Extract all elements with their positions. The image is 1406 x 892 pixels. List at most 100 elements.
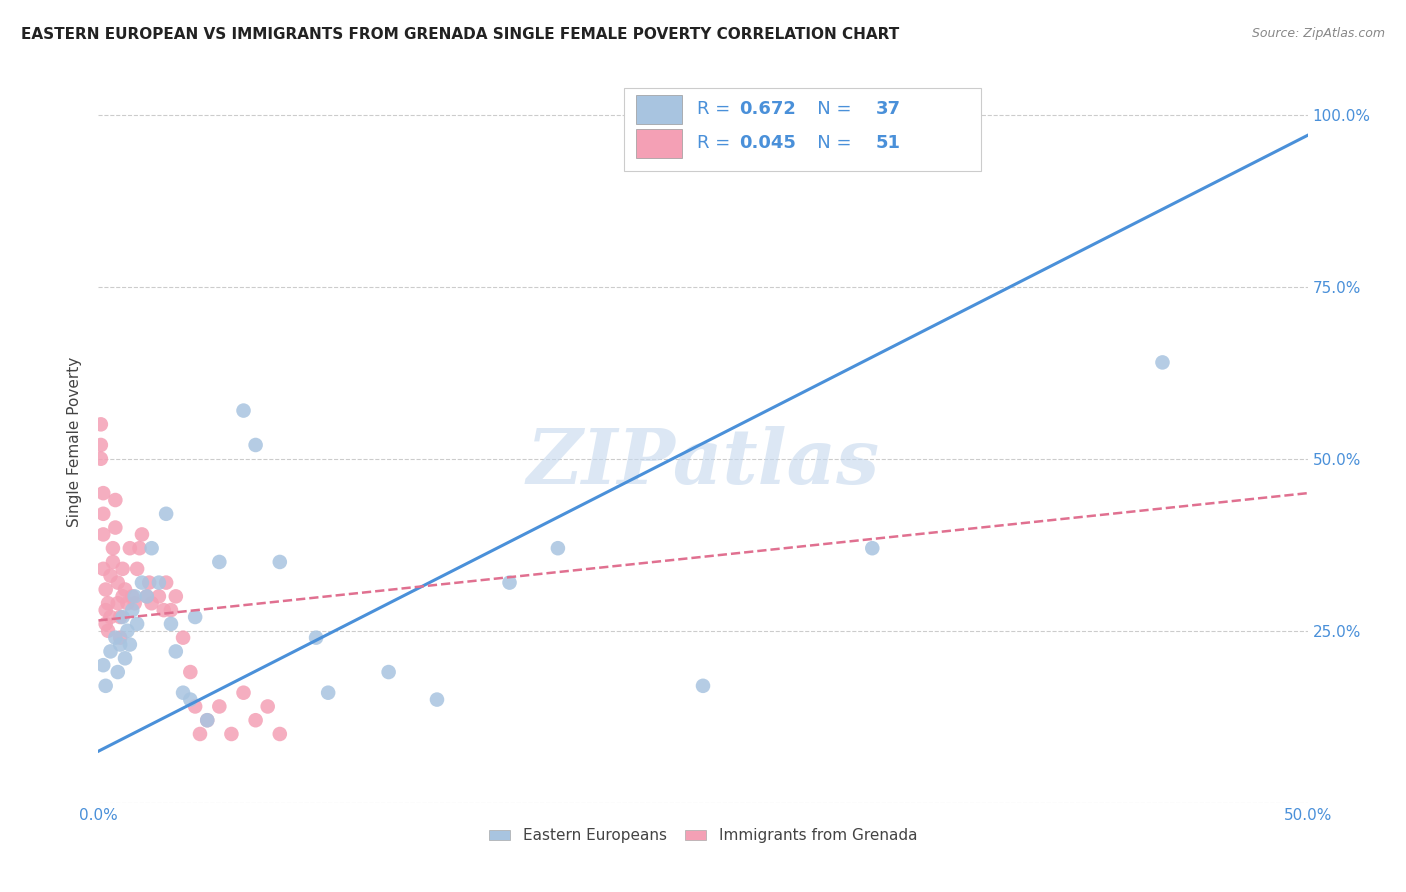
Point bbox=[179, 692, 201, 706]
Text: 51: 51 bbox=[876, 134, 901, 153]
Point bbox=[131, 575, 153, 590]
Point bbox=[195, 713, 218, 727]
Point bbox=[172, 686, 194, 700]
Point bbox=[90, 417, 112, 432]
Point bbox=[111, 562, 134, 576]
Point bbox=[108, 631, 131, 645]
Point bbox=[100, 644, 122, 658]
Point bbox=[114, 582, 136, 597]
Point bbox=[316, 686, 339, 700]
Point bbox=[91, 507, 114, 521]
Point bbox=[172, 631, 194, 645]
Point bbox=[91, 527, 114, 541]
Point bbox=[141, 596, 163, 610]
Point bbox=[91, 486, 114, 500]
Point bbox=[97, 624, 120, 638]
Text: N =: N = bbox=[800, 100, 858, 118]
Point bbox=[256, 699, 278, 714]
Point bbox=[100, 568, 122, 582]
Point bbox=[127, 562, 149, 576]
Point bbox=[90, 451, 112, 466]
Point bbox=[97, 596, 120, 610]
Point bbox=[131, 527, 153, 541]
Point bbox=[94, 616, 117, 631]
Point bbox=[155, 507, 177, 521]
Point bbox=[90, 438, 112, 452]
Point bbox=[124, 596, 146, 610]
Point bbox=[135, 590, 157, 604]
Point bbox=[135, 590, 157, 604]
Point bbox=[547, 541, 569, 556]
Point bbox=[208, 555, 231, 569]
Point bbox=[188, 727, 211, 741]
Text: EASTERN EUROPEAN VS IMMIGRANTS FROM GRENADA SINGLE FEMALE POVERTY CORRELATION CH: EASTERN EUROPEAN VS IMMIGRANTS FROM GREN… bbox=[21, 27, 900, 42]
Point bbox=[269, 727, 291, 741]
Point bbox=[107, 665, 129, 679]
Point bbox=[114, 651, 136, 665]
Point bbox=[104, 493, 127, 508]
FancyBboxPatch shape bbox=[637, 128, 682, 158]
Point bbox=[108, 610, 131, 624]
Point bbox=[118, 541, 141, 556]
Point bbox=[232, 686, 254, 700]
Point bbox=[100, 610, 122, 624]
FancyBboxPatch shape bbox=[637, 95, 682, 124]
Point bbox=[179, 665, 201, 679]
Point bbox=[121, 590, 143, 604]
Point bbox=[127, 616, 149, 631]
Point bbox=[160, 616, 183, 631]
FancyBboxPatch shape bbox=[624, 87, 981, 170]
Point bbox=[165, 590, 187, 604]
Point bbox=[107, 575, 129, 590]
Point bbox=[165, 644, 187, 658]
Point bbox=[91, 658, 114, 673]
Point bbox=[107, 596, 129, 610]
Text: ZIPatlas: ZIPatlas bbox=[526, 426, 880, 500]
Point bbox=[1152, 355, 1174, 369]
Point bbox=[124, 590, 146, 604]
Text: 37: 37 bbox=[876, 100, 901, 118]
Text: R =: R = bbox=[697, 100, 735, 118]
Point bbox=[94, 603, 117, 617]
Point bbox=[108, 638, 131, 652]
Point bbox=[138, 575, 160, 590]
Y-axis label: Single Female Poverty: Single Female Poverty bbox=[67, 357, 83, 526]
Point bbox=[184, 699, 207, 714]
Point bbox=[232, 403, 254, 417]
Point bbox=[245, 438, 267, 452]
Point bbox=[498, 575, 520, 590]
Point bbox=[111, 610, 134, 624]
Point bbox=[184, 610, 207, 624]
Point bbox=[117, 596, 139, 610]
Point bbox=[426, 692, 449, 706]
Point bbox=[128, 541, 150, 556]
Point bbox=[152, 603, 174, 617]
Point bbox=[104, 520, 127, 534]
Text: 0.045: 0.045 bbox=[740, 134, 796, 153]
Point bbox=[221, 727, 243, 741]
Point bbox=[94, 582, 117, 597]
Text: R =: R = bbox=[697, 134, 735, 153]
Point bbox=[121, 603, 143, 617]
Text: 0.672: 0.672 bbox=[740, 100, 796, 118]
Point bbox=[305, 631, 328, 645]
Point bbox=[118, 638, 141, 652]
Point bbox=[377, 665, 399, 679]
Point bbox=[245, 713, 267, 727]
Point bbox=[269, 555, 291, 569]
Point bbox=[101, 541, 124, 556]
Point bbox=[91, 562, 114, 576]
Point bbox=[860, 541, 883, 556]
Legend: Eastern Europeans, Immigrants from Grenada: Eastern Europeans, Immigrants from Grena… bbox=[482, 822, 924, 849]
Point bbox=[155, 575, 177, 590]
Point bbox=[94, 679, 117, 693]
Point bbox=[111, 590, 134, 604]
Point bbox=[141, 541, 163, 556]
Point bbox=[117, 624, 139, 638]
Point bbox=[160, 603, 183, 617]
Point bbox=[692, 679, 714, 693]
Point bbox=[104, 631, 127, 645]
Point bbox=[195, 713, 218, 727]
Point bbox=[208, 699, 231, 714]
Point bbox=[148, 575, 170, 590]
